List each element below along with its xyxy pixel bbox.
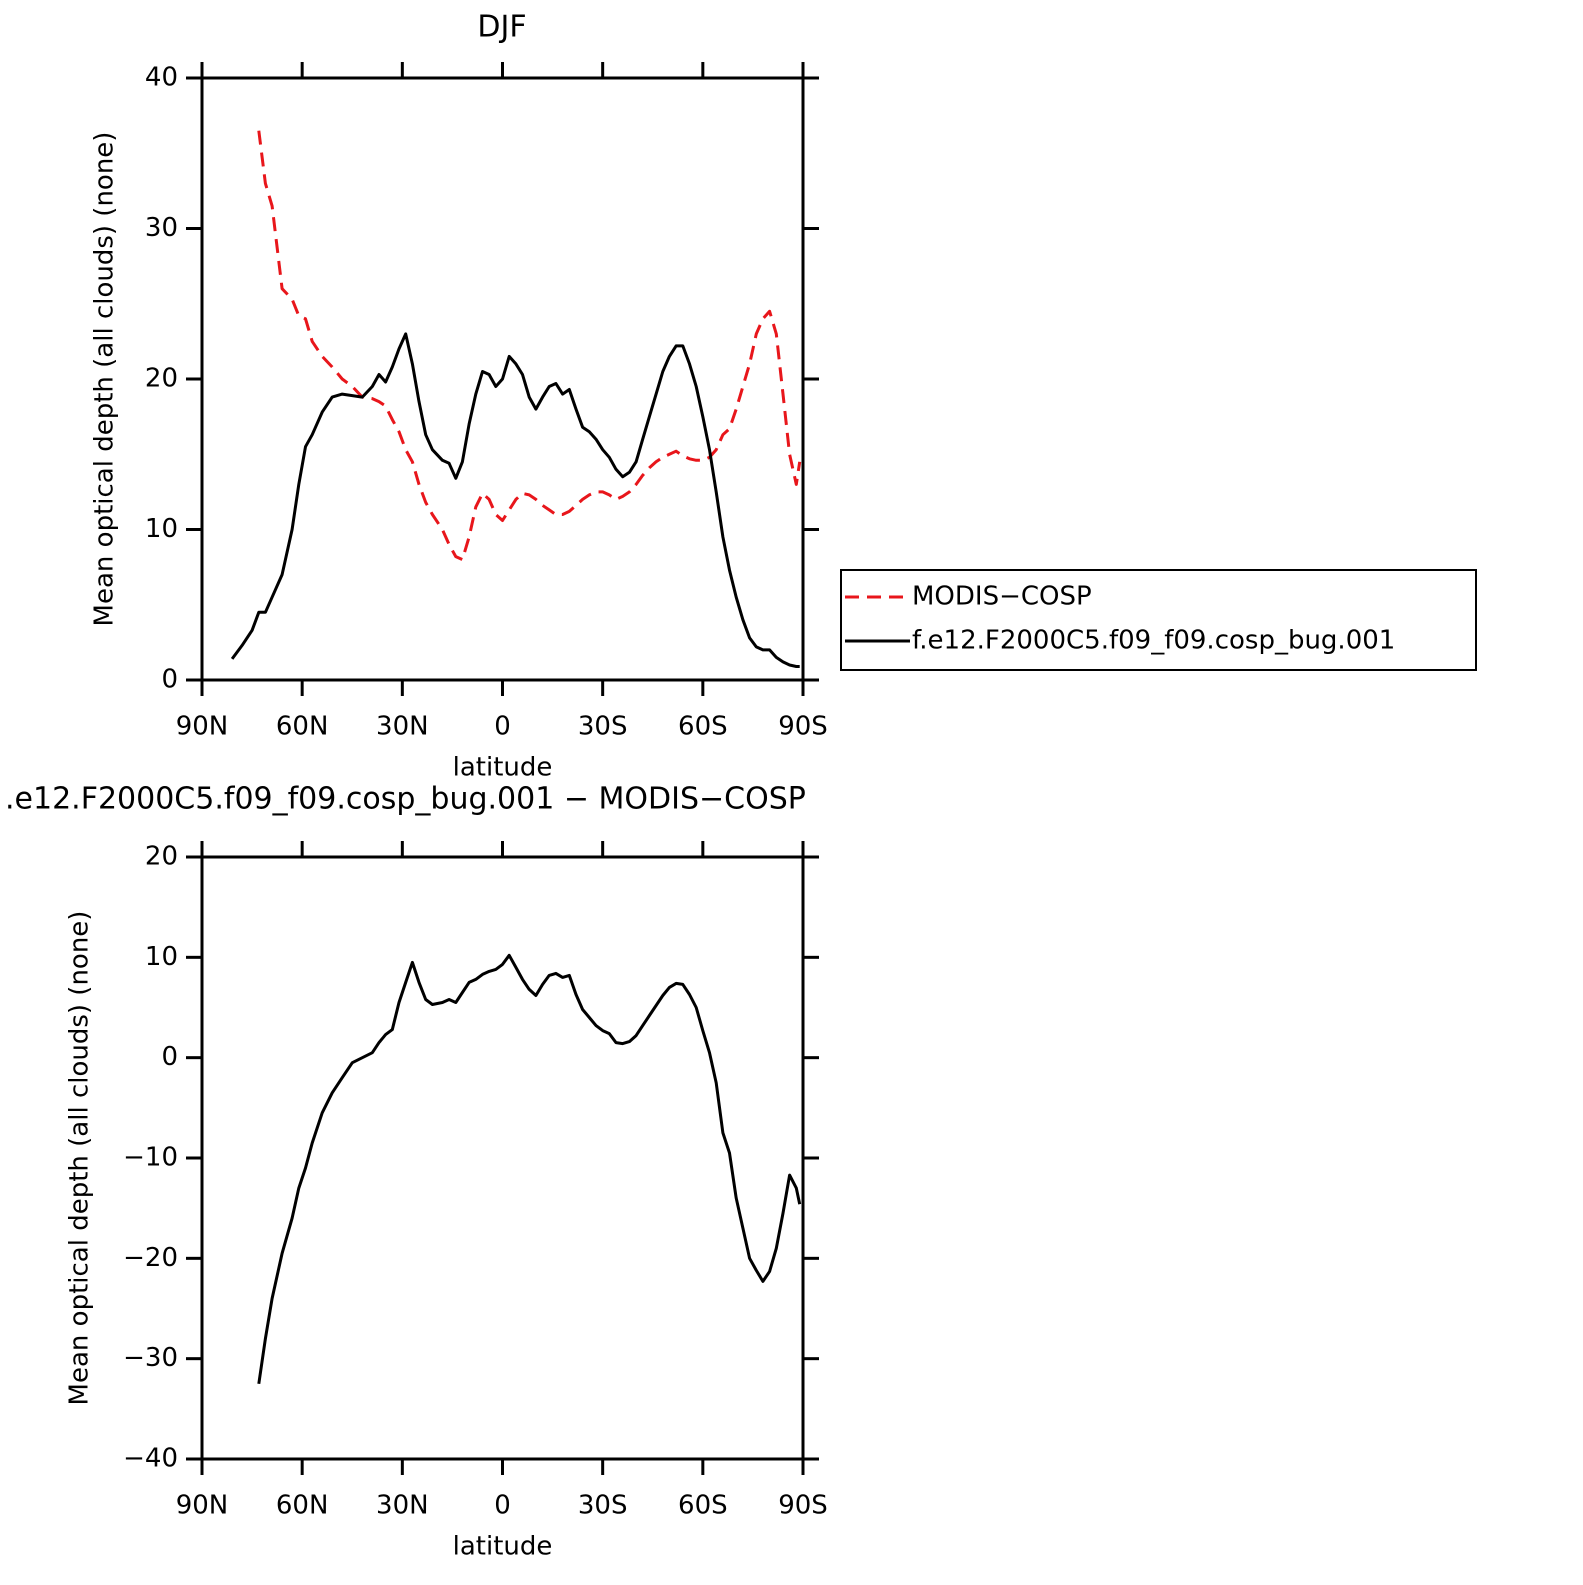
x-axis-label: latitude: [453, 1532, 553, 1562]
data-line: [230, 332, 800, 668]
x-tick-label: 60S: [678, 712, 728, 742]
x-tick-label: 90S: [778, 712, 828, 742]
legend-box: [840, 569, 1477, 671]
y-tick-label: −40: [123, 1444, 178, 1474]
y-tick-label: 30: [145, 213, 178, 243]
y-axis-label: Mean optical depth (all clouds) (none): [90, 132, 120, 627]
legend-label: f.e12.F2000C5.f09_f09.cosp_bug.001: [912, 626, 1395, 656]
y-tick-label: 0: [161, 1042, 178, 1072]
y-tick-label: 10: [145, 514, 178, 544]
x-tick-label: 90S: [778, 1491, 828, 1521]
y-tick-label: −10: [123, 1143, 178, 1173]
data-line: [257, 130, 802, 562]
x-tick-label: 0: [494, 1491, 511, 1521]
y-tick-label: 20: [145, 842, 178, 872]
y-tick-label: 0: [161, 665, 178, 695]
x-axis-label: latitude: [453, 753, 553, 783]
legend-label: MODIS−COSP: [912, 582, 1092, 612]
data-line: [257, 953, 802, 1385]
y-tick-label: 10: [145, 942, 178, 972]
y-tick-label: 20: [145, 364, 178, 394]
x-tick-label: 0: [494, 712, 511, 742]
chart-title: DJF: [477, 10, 526, 45]
x-tick-label: 90N: [176, 712, 229, 742]
y-tick-label: −30: [123, 1343, 178, 1373]
y-axis-label: Mean optical depth (all clouds) (none): [65, 911, 95, 1406]
x-tick-label: 60N: [276, 712, 329, 742]
chart-title: .e12.F2000C5.f09_f09.cosp_bug.001 − MODI…: [5, 782, 806, 817]
x-tick-label: 60S: [678, 1491, 728, 1521]
y-tick-label: −20: [123, 1243, 178, 1273]
x-tick-label: 30S: [578, 712, 628, 742]
x-tick-label: 90N: [176, 1491, 229, 1521]
x-tick-label: 60N: [276, 1491, 329, 1521]
plot-frame: [200, 855, 805, 1461]
x-tick-label: 30N: [376, 712, 429, 742]
y-tick-label: 40: [145, 63, 178, 93]
x-tick-label: 30S: [578, 1491, 628, 1521]
x-tick-label: 30N: [376, 1491, 429, 1521]
